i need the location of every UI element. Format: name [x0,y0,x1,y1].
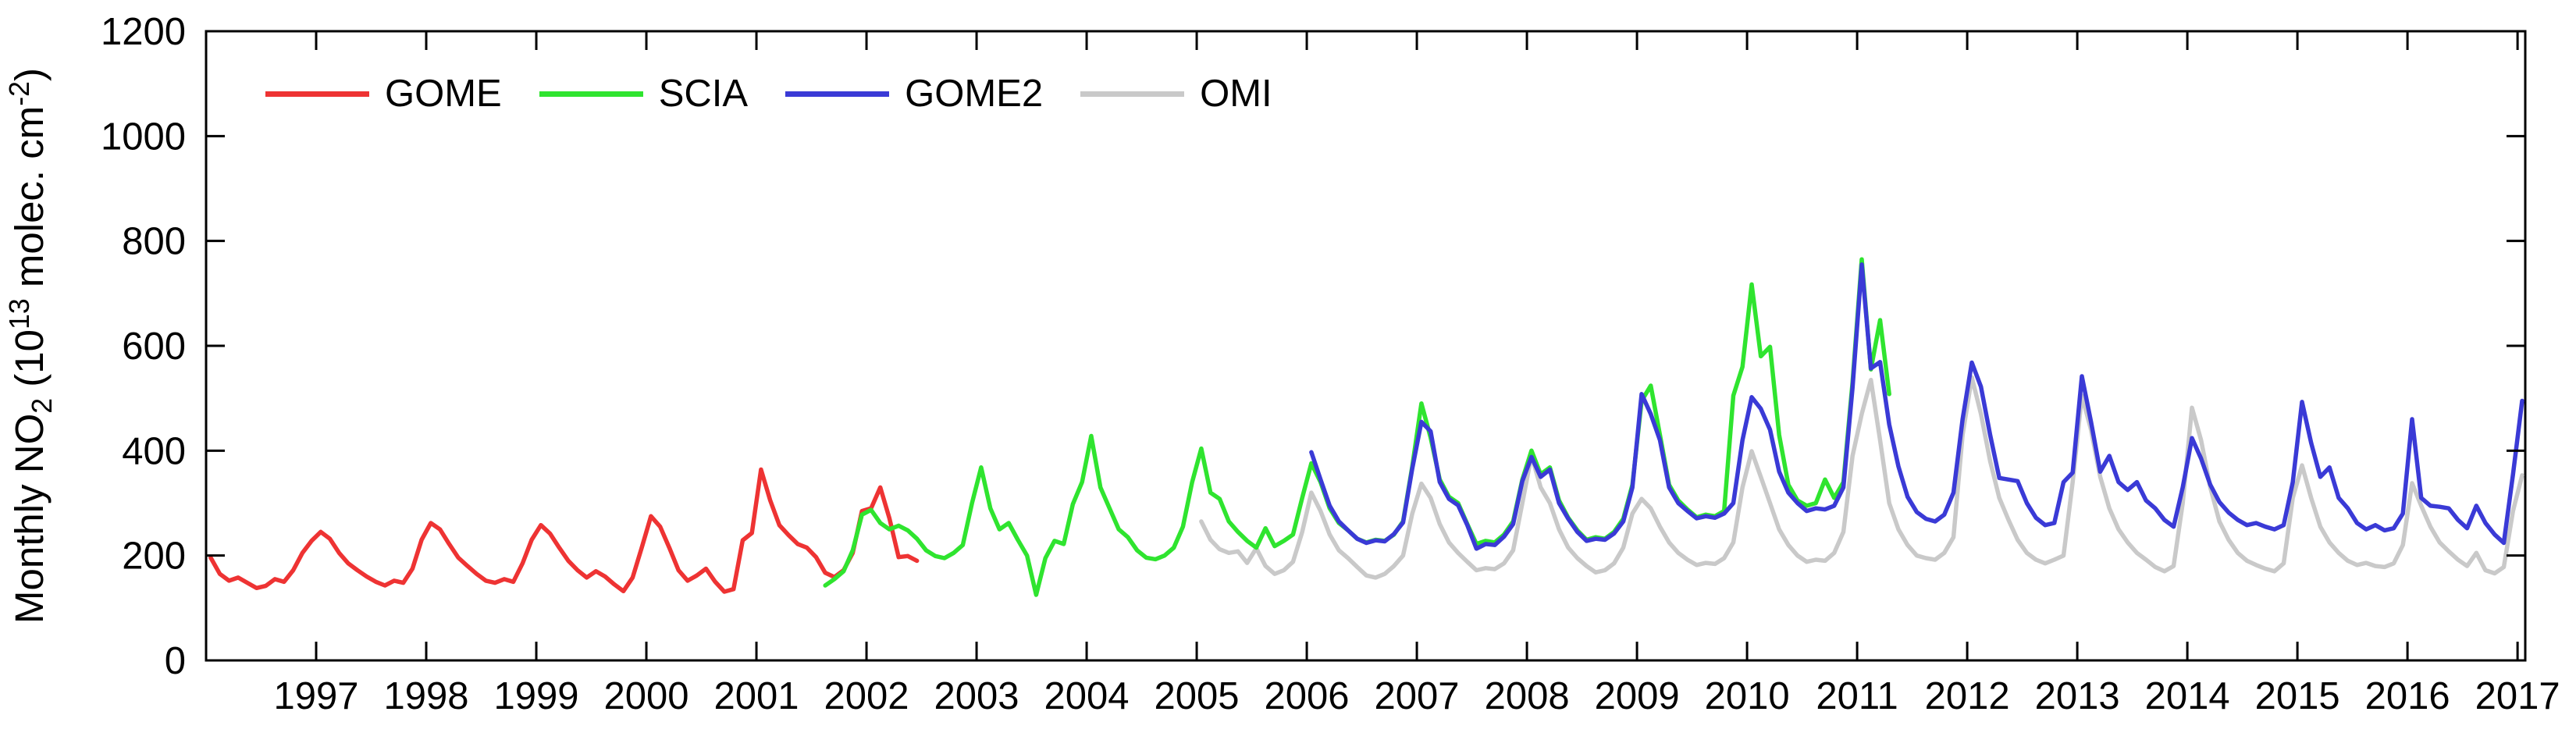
y-tick-label: 800 [122,221,186,263]
y-tick-label: 400 [122,430,186,472]
x-tick-label: 2000 [604,675,689,717]
y-axis-label-segment: Monthly NO [7,413,52,624]
series-line-scia [823,257,1891,597]
legend: GOME SCIA GOME2 OMI [265,75,1272,113]
legend-swatch-scia [539,91,643,97]
x-tick-label: 2007 [1375,675,1460,717]
x-tick-label: 2017 [2475,675,2560,717]
x-tick-label: 2008 [1485,675,1570,717]
legend-label-gome2: GOME2 [905,73,1044,115]
y-tick-label: 0 [165,640,186,682]
x-tick-label: 2002 [824,675,909,717]
legend-entry-omi: OMI [1080,75,1272,113]
axes-box [205,30,2527,662]
legend-entry-gome2: GOME2 [785,75,1043,113]
y-axis-label: Monthly NO2 (1013 molec. cm-2) [4,26,58,666]
y-tick-label: 1000 [101,116,186,158]
x-tick-label: 1998 [384,675,469,717]
y-tick-label: 1200 [101,11,186,53]
x-tick-label: 1997 [273,675,358,717]
y-axis-label-segment: -2 [4,81,35,106]
y-axis-label-segment: (10 [7,329,52,398]
legend-label-omi: OMI [1200,73,1272,115]
x-tick-label: 2011 [1816,675,1898,717]
legend-label-scia: SCIA [658,73,749,115]
y-tick-label: 200 [122,536,186,578]
legend-swatch-omi [1080,91,1185,97]
legend-entry-scia: SCIA [539,75,748,113]
legend-swatch-gome2 [785,91,890,97]
y-axis-label-segment: 13 [4,298,35,329]
y-axis-label-segment: molec. cm [7,105,52,299]
x-tick-label: 2010 [1705,675,1790,717]
x-tick-label: 2005 [1155,675,1240,717]
x-tick-label: 2006 [1265,675,1350,717]
tick-marks [205,30,2525,662]
y-axis-label-segment: ) [7,68,52,81]
legend-entry-gome: GOME [265,75,502,113]
x-tick-label: 2015 [2255,675,2340,717]
legend-label-gome: GOME [385,73,502,115]
x-tick-label: 2013 [2035,675,2120,717]
x-tick-label: 2003 [934,675,1019,717]
x-tick-label: 2004 [1044,675,1130,717]
series-line-gome2 [1309,262,2524,551]
series-line-omi [1199,375,2524,580]
x-tick-label: 2012 [1925,675,2010,717]
x-tick-label: 2001 [714,675,799,717]
tick-labels: 1997 1998 1999 2000 2001 2002 2003 2004 2005 2006… [101,11,2560,717]
y-axis-label-segment: 2 [27,397,59,414]
plot-box [205,30,2527,662]
y-tick-label: 600 [122,326,186,368]
x-tick-label: 2009 [1595,675,1680,717]
x-tick-label: 2014 [2145,675,2230,717]
legend-swatch-gome [265,91,369,97]
series-line-gome [208,467,920,594]
x-tick-label: 1999 [494,675,579,717]
series-lines [208,257,2524,597]
x-tick-label: 2016 [2365,675,2450,717]
